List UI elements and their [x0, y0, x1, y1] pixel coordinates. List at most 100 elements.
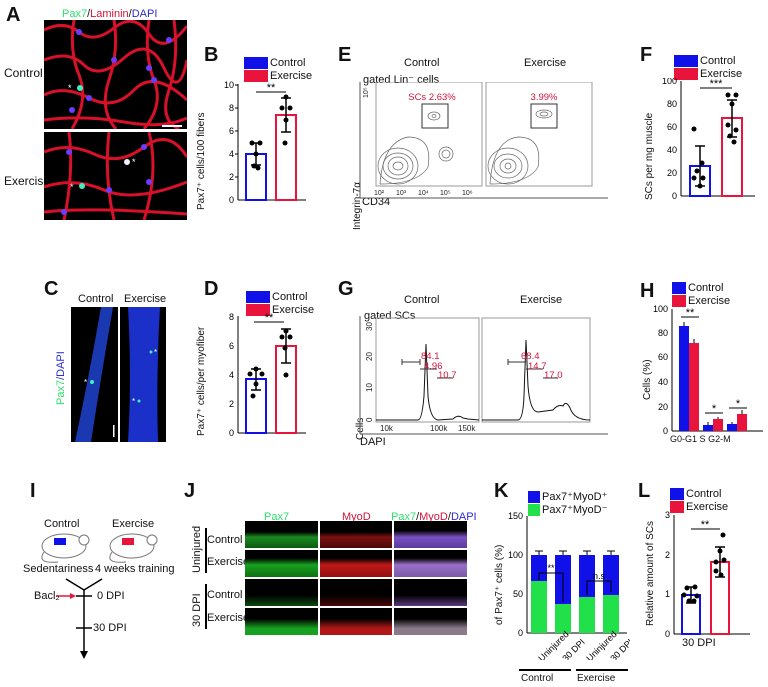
mouse-exercise-icon: [109, 533, 158, 563]
svg-text:1: 1: [665, 589, 670, 599]
row-label-exercise: Exercise: [4, 174, 51, 188]
g1-control: 84.1: [421, 351, 440, 362]
svg-text:50: 50: [513, 589, 523, 599]
chart-f: 100 80 60 40 20 0 ***: [662, 78, 755, 201]
xtick: S: [699, 434, 706, 444]
legend-control: Control: [688, 281, 724, 294]
micrograph-merge-30dpi-exercise: [394, 608, 467, 635]
legend-swatch-control: [672, 281, 686, 294]
myod-label: MyoD: [419, 511, 448, 523]
ylabel-d: Pax7⁺ cells/per myofiber: [196, 326, 207, 436]
panel-label-f: F: [640, 44, 653, 66]
legend-exercise: Exercise: [688, 294, 731, 307]
ylabel-b: Pax7⁺ cells/100 fibers: [196, 112, 207, 210]
svg-text:0: 0: [365, 417, 374, 422]
legend-myod-neg: Pax7⁺MyoD⁻: [542, 504, 608, 516]
svg-text:3: 3: [665, 510, 670, 520]
svg-text:**: **: [686, 307, 695, 319]
legend-swatch-myod-neg: [528, 503, 540, 516]
panel-a-title: Pax7/Laminin/DAPI: [62, 8, 157, 20]
xlabel-l: 30 DPI: [682, 637, 716, 649]
svg-text:*: *: [70, 182, 74, 192]
group-label-exercise: Exercise: [577, 673, 616, 684]
exercise-label: Exercise: [112, 518, 155, 530]
svg-text:0: 0: [672, 191, 677, 201]
micrograph-pax7-30dpi-exercise: [245, 608, 318, 635]
slash: /: [416, 511, 420, 523]
legend-exercise: Exercise: [700, 67, 743, 80]
col-label-exercise: Exercise: [524, 57, 567, 69]
col-label-control: Control: [404, 57, 440, 69]
svg-text:***: ***: [710, 78, 724, 90]
svg-text:20: 20: [667, 168, 677, 178]
legend-exercise: Exercise: [686, 500, 729, 513]
svg-text:**: **: [265, 312, 274, 324]
svg-text:20: 20: [365, 352, 374, 361]
legend-swatch-control: [674, 54, 698, 67]
panel-label-a: A: [6, 4, 21, 26]
panel-label-l: L: [638, 480, 651, 502]
micrograph-myod-30dpi-exercise: [320, 608, 392, 635]
micrograph-fiber-exercise: **: [120, 307, 166, 442]
svg-text:2: 2: [229, 399, 234, 409]
legend-exercise: Exercise: [272, 303, 315, 316]
slash: /: [87, 8, 91, 20]
col-label-myod: MyoD: [342, 511, 371, 523]
panel-label-j: J: [184, 480, 196, 502]
legend-f: Control Exercise: [674, 54, 742, 80]
svg-text:8: 8: [229, 103, 234, 113]
legend-swatch-exercise: [672, 294, 686, 307]
gate-label: gated Lin⁻ cells: [363, 74, 440, 86]
legend-swatch-exercise: [670, 500, 684, 513]
xlabel-g: DAPI: [360, 436, 386, 448]
legend-swatch-myod-pos: [528, 490, 540, 503]
svg-text:10: 10: [224, 80, 234, 90]
svg-text:20: 20: [658, 402, 668, 412]
svg-text:40: 40: [658, 377, 668, 387]
svg-text:*: *: [154, 348, 157, 357]
legend-control: Control: [270, 56, 306, 69]
svg-text:0: 0: [229, 195, 234, 205]
panel-label-b: B: [204, 44, 219, 66]
chart-l: 3 2 1 0 **: [665, 510, 750, 639]
col-label-control: Control: [404, 294, 440, 306]
svg-text:*: *: [132, 397, 135, 406]
legend-control: Control: [686, 487, 722, 500]
svg-text:10⁵: 10⁵: [363, 87, 370, 98]
legend-k: Pax7⁺MyoD⁺ Pax7⁺MyoD⁻: [528, 490, 607, 516]
s-control: 4.96: [424, 361, 443, 372]
svg-text:80: 80: [658, 328, 668, 338]
micrograph-laminin-exercise: * *: [44, 132, 187, 220]
col-label-control: Control: [78, 293, 114, 305]
group-label-control: Control: [521, 673, 554, 684]
row-label: Control: [207, 589, 243, 601]
micrograph-merge-30dpi-control: [394, 579, 467, 606]
svg-text:10⁶: 10⁶: [462, 190, 473, 197]
svg-text:80: 80: [667, 99, 677, 109]
gate-value-exercise: 3.99%: [531, 92, 558, 103]
panel-label-h: H: [640, 280, 655, 302]
group-bracket: [205, 528, 207, 573]
pax7-label: Pax7: [62, 8, 88, 20]
row-label-control: Control: [4, 66, 43, 80]
timeline: [56, 578, 103, 659]
col-label-merge: Pax7/MyoD/DAPI: [391, 511, 477, 523]
svg-text:**: **: [267, 82, 276, 94]
sedentariness-label: Sedentariness: [23, 563, 94, 575]
legend-h: Control Exercise: [672, 281, 730, 307]
dapi-label: DAPI: [131, 8, 158, 20]
svg-text:100: 100: [662, 78, 677, 86]
significance-exercise: n.s: [593, 571, 606, 581]
row-label: Exercise: [207, 556, 250, 568]
svg-text:10²: 10²: [374, 190, 385, 197]
svg-text:150: 150: [508, 511, 523, 521]
dapi-label: DAPI: [450, 511, 477, 523]
gate-value-control: SCs 2.63%: [408, 92, 456, 103]
svg-text:4: 4: [229, 149, 234, 159]
group-bracket: [205, 584, 207, 629]
svg-text:6: 6: [229, 341, 234, 351]
ylabel-c: Pax7/DAPI: [55, 351, 67, 405]
control-label: Control: [44, 518, 80, 530]
svg-text:*: *: [84, 378, 87, 387]
